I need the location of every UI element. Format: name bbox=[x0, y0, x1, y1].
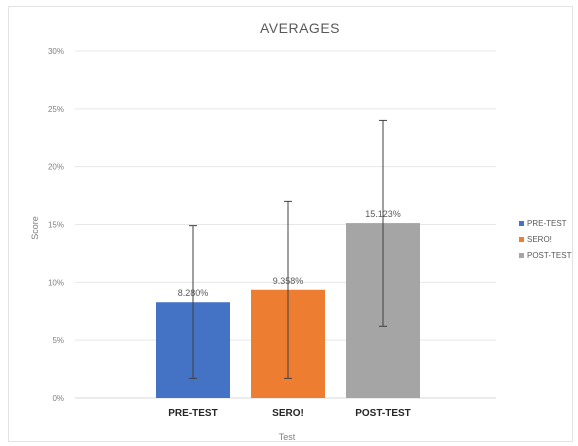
y-axis-title: Score bbox=[30, 216, 40, 240]
data-label: 9.358% bbox=[273, 276, 304, 286]
x-category-label: POST-TEST bbox=[355, 408, 411, 419]
y-tick-label: 5% bbox=[52, 336, 64, 345]
error-bars bbox=[189, 119, 387, 379]
legend-label: PRE-TEST bbox=[527, 219, 567, 228]
legend-swatch bbox=[519, 237, 524, 242]
y-tick-label: 0% bbox=[52, 394, 64, 403]
data-label: 15.123% bbox=[365, 209, 401, 219]
gridlines bbox=[75, 50, 496, 399]
y-tick-label: 25% bbox=[48, 105, 64, 114]
x-axis-categories: PRE-TEST SERO! POST-TEST bbox=[168, 408, 411, 419]
y-tick-label: 10% bbox=[48, 278, 64, 287]
legend-swatch bbox=[519, 221, 524, 226]
legend-swatch bbox=[519, 253, 524, 258]
legend-label: POST-TEST bbox=[527, 251, 572, 260]
legend-label: SERO! bbox=[527, 235, 552, 244]
legend: PRE-TEST SERO! POST-TEST bbox=[519, 219, 572, 260]
y-tick-label: 30% bbox=[48, 47, 64, 56]
x-category-label: PRE-TEST bbox=[168, 408, 217, 419]
x-axis-title: Test bbox=[279, 432, 296, 442]
x-category-label: SERO! bbox=[272, 408, 304, 419]
chart-title: AVERAGES bbox=[260, 20, 340, 36]
y-axis-ticks: 0% 5% 10% 15% 20% 25% 30% bbox=[48, 47, 64, 403]
data-labels: 8.280% 9.358% 15.123% bbox=[178, 209, 401, 298]
data-label: 8.280% bbox=[178, 288, 209, 298]
y-tick-label: 20% bbox=[48, 163, 64, 172]
y-tick-label: 15% bbox=[48, 221, 64, 230]
